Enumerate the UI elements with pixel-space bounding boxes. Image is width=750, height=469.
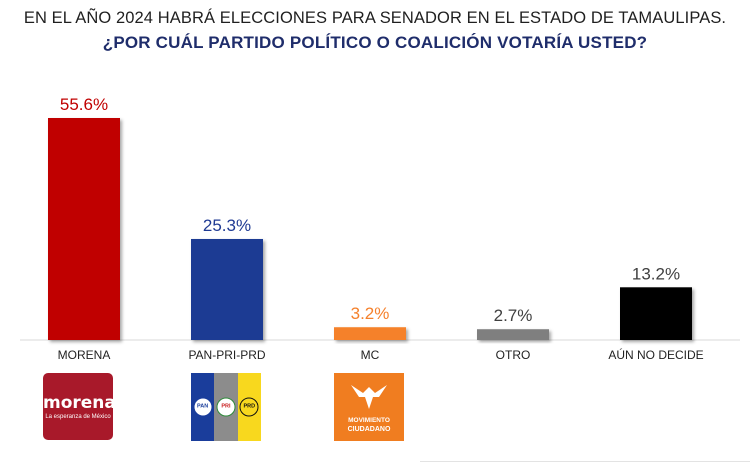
chart-subtitle: ¿POR CUÁL PARTIDO POLÍTICO O COALICIÓN V… [102,33,648,52]
category-label-0: MORENA [58,348,111,362]
bar-0 [48,118,120,340]
morena-logo-tagline: La esperanza de México [45,414,111,420]
morena-logo: morena La esperanza de México [43,373,116,440]
pan-logo: PAN [193,397,213,417]
category-label-2: MC [361,348,380,362]
category-label-3: OTRO [496,348,531,362]
category-label-4: AÚN NO DECIDE [608,347,703,362]
data-label-1: 25.3% [203,216,251,235]
data-label-4: 13.2% [632,264,680,283]
mc-logo-line1: MOVIMIENTO [348,417,390,424]
bar-3 [477,329,549,340]
morena-logo-name: morena [43,393,116,413]
data-label-2: 3.2% [351,304,390,323]
footer-divider [420,461,750,462]
bar-2 [334,327,406,340]
eagle-icon [351,385,387,409]
chart-title: EN EL AÑO 2024 HABRÁ ELECCIONES PARA SEN… [23,9,727,27]
mc-logo: MOVIMIENTO CIUDADANO [334,373,404,441]
mc-logo-line2: CIUDADANO [347,426,391,433]
pri-logo: PRI [216,397,236,417]
data-label-3: 2.7% [494,306,533,325]
bar-1 [191,238,263,340]
bar-4 [620,287,692,340]
data-label-0: 55.6% [60,95,108,114]
pan-pri-prd-logo: PAN PRI PRD [191,373,261,441]
category-label-1: PAN-PRI-PRD [188,348,265,362]
prd-logo: PRD [239,397,259,417]
